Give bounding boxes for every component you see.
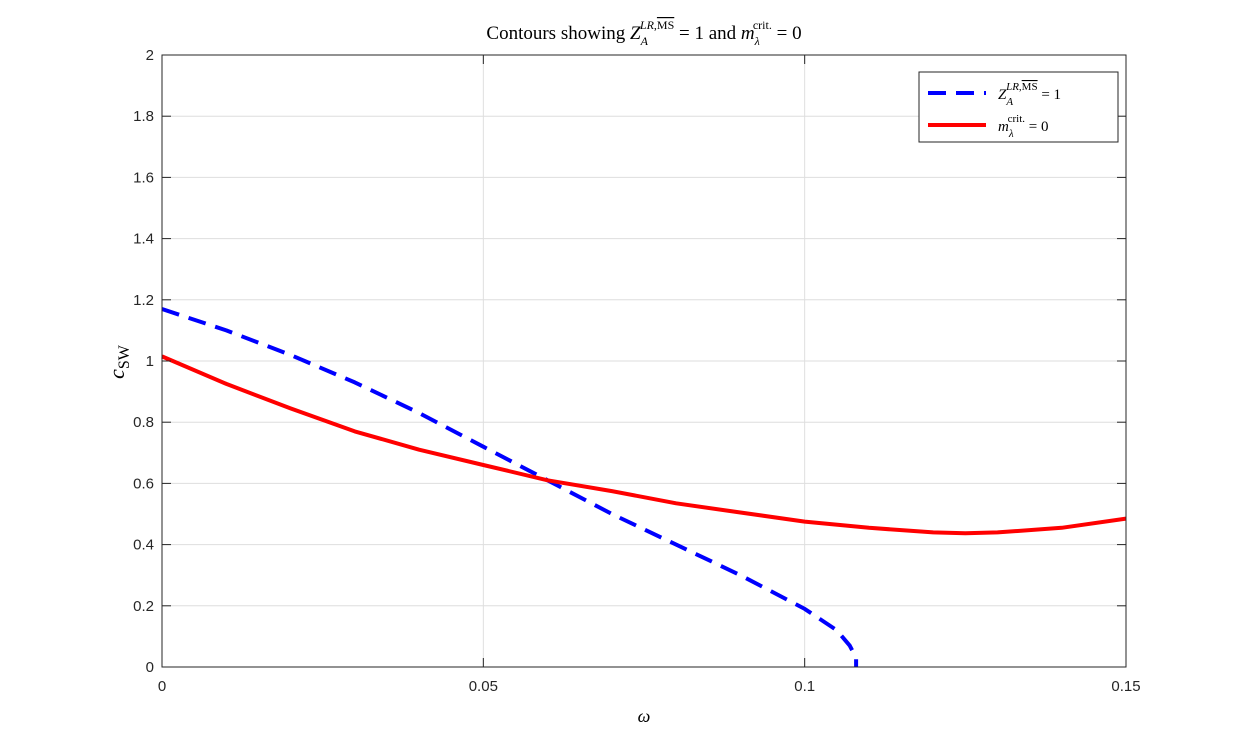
y-tick-label: 0 xyxy=(146,659,154,676)
y-tick-label: 2 xyxy=(146,47,154,64)
y-tick-label: 0.6 xyxy=(133,475,154,492)
y-tick-label: 1.2 xyxy=(133,292,154,309)
y-tick-label: 0.4 xyxy=(133,537,154,554)
x-tick-label: 0.15 xyxy=(1111,678,1140,695)
y-tick-label: 1 xyxy=(146,353,154,370)
axis-ticks: 0 0.05 0.1 0.15 0 0.2 0.4 0.6 0.8 1 1.2 1.4 1.6 1.8 2 xyxy=(133,47,1140,695)
x-tick-label: 0 xyxy=(158,678,166,695)
y-tick-label: 0.8 xyxy=(133,414,154,431)
x-tick-label: 0.05 xyxy=(469,678,498,695)
y-tick-label: 0.2 xyxy=(133,598,154,615)
legend: ZALR,MS = 1 mλcrit. = 0 xyxy=(918,71,1119,143)
series-line-1 xyxy=(161,354,1127,536)
x-tick-label: 0.1 xyxy=(794,678,815,695)
series-line-0 xyxy=(161,307,859,667)
y-tick-label: 1.8 xyxy=(133,108,154,125)
legend-label-m-lambda: mλcrit. = 0 xyxy=(998,113,1049,140)
series-lines xyxy=(161,307,1127,667)
chart-title: Contours showing ZALR,MS = 1 and mλcrit.… xyxy=(486,18,801,48)
grid xyxy=(162,55,1126,667)
legend-box xyxy=(918,71,1119,143)
y-tick-label: 1.6 xyxy=(133,169,154,186)
y-axis-label: cSW xyxy=(104,344,133,379)
x-axis-label: ω xyxy=(638,706,651,726)
y-tick-label: 1.4 xyxy=(133,231,154,248)
legend-label-z-a: ZALR,MS = 1 xyxy=(998,81,1061,108)
